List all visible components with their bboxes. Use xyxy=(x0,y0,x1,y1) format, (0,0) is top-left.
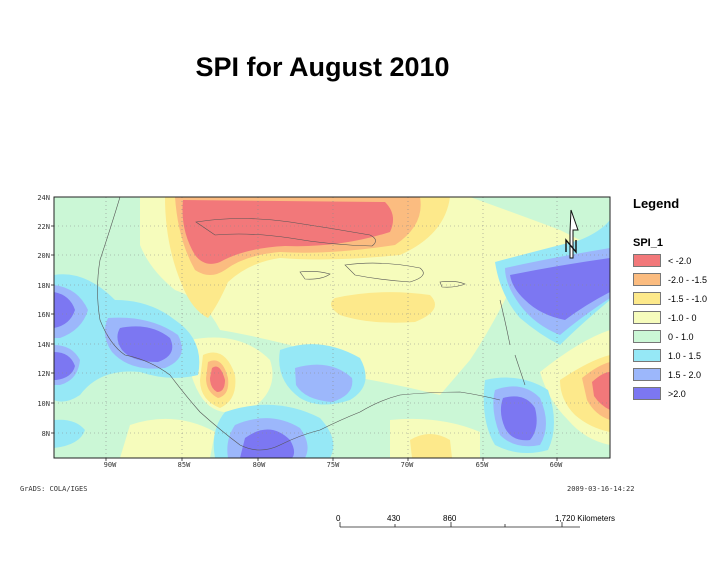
spi-zone-gt2 xyxy=(240,429,295,458)
north-arrow-icon xyxy=(565,209,579,259)
legend-item: -1.5 - -1.0 xyxy=(633,292,707,305)
legend-swatch xyxy=(633,292,661,305)
map-frame xyxy=(53,196,611,459)
scale-label: 430 xyxy=(387,514,401,523)
spi-zone-neg1-0 xyxy=(120,418,215,458)
coastlines xyxy=(97,197,526,451)
lon-ticks xyxy=(105,458,558,461)
legend-label: >2.0 xyxy=(668,388,686,399)
spi-zone-lt-neg2 xyxy=(592,372,610,410)
lon-label: 70W xyxy=(401,461,414,469)
timestamp-text: 2009-03-16-14:22 xyxy=(567,485,635,493)
legend-swatch xyxy=(633,311,661,324)
spi-zone-lt-neg2 xyxy=(210,366,225,392)
lat-label: 8N xyxy=(42,430,50,438)
legend-item: 1.0 - 1.5 xyxy=(633,349,701,362)
lat-label: 24N xyxy=(37,194,50,202)
legend-label: 1.0 - 1.5 xyxy=(668,350,702,361)
legend-label: 1.5 - 2.0 xyxy=(668,369,702,380)
lat-label: 18N xyxy=(37,282,50,290)
legend-item: 1.5 - 2.0 xyxy=(633,368,701,381)
lat-label: 20N xyxy=(37,252,50,260)
spi-zone-lt-neg2 xyxy=(182,200,394,264)
legend-label: -2.0 - -1.5 xyxy=(668,274,708,285)
credit-text: GrADS: COLA/IGES xyxy=(20,485,88,493)
lat-ticks xyxy=(51,225,54,434)
legend-swatch xyxy=(633,368,661,381)
spi-zone-gt2 xyxy=(54,352,75,380)
legend-label: < -2.0 xyxy=(668,255,692,266)
lon-label: 75W xyxy=(327,461,340,469)
scale-label: 1,720 Kilometers xyxy=(555,514,616,523)
legend-label: -1.0 - 0 xyxy=(668,312,697,323)
legend-swatch xyxy=(633,273,661,286)
spi-zone-neg15-neg1 xyxy=(331,292,435,323)
lat-label: 14N xyxy=(37,341,50,349)
lon-label: 60W xyxy=(550,461,563,469)
scale-label: 0 xyxy=(336,514,341,523)
spi-zone-gt2 xyxy=(510,258,610,320)
lon-label: 90W xyxy=(104,461,117,469)
legend-swatch xyxy=(633,254,661,267)
legend-swatch xyxy=(633,330,661,343)
lon-label: 80W xyxy=(253,461,266,469)
lat-label: 10N xyxy=(37,400,50,408)
spi-zone-gt2 xyxy=(117,326,173,362)
legend-item: -2.0 - -1.5 xyxy=(633,273,707,286)
spi-zone-gt2 xyxy=(500,396,537,441)
legend-item: < -2.0 xyxy=(633,254,691,267)
lon-axis: 90W 85W 80W 75W 70W 65W 60W xyxy=(104,461,563,469)
spi-zone-neg15-neg1 xyxy=(410,434,452,458)
scale-label: 860 xyxy=(443,514,457,523)
lat-axis: 24N 22N 20N 18N 16N 14N 12N 10N 8N xyxy=(37,194,50,438)
scale-bar xyxy=(339,522,580,528)
legend-item: -1.0 - 0 xyxy=(633,311,697,324)
legend-swatch xyxy=(633,387,661,400)
map-title: SPI for August 2010 xyxy=(195,52,450,82)
lon-label: 65W xyxy=(476,461,489,469)
spi-zone-gt2 xyxy=(54,292,75,328)
lat-label: 22N xyxy=(37,223,50,231)
spi-zone-15-2 xyxy=(295,364,353,402)
lat-label: 16N xyxy=(37,311,50,319)
legend-layer-name: SPI_1 xyxy=(633,237,663,249)
legend-swatch xyxy=(633,349,661,362)
legend-item: 0 - 1.0 xyxy=(633,330,694,343)
legend-label: -1.5 - -1.0 xyxy=(668,293,708,304)
legend-label: 0 - 1.0 xyxy=(668,331,694,342)
spi-zone-1-15 xyxy=(54,419,85,448)
graticule xyxy=(54,197,610,458)
lon-label: 85W xyxy=(178,461,191,469)
legend-title: Legend xyxy=(633,196,680,211)
lat-label: 12N xyxy=(37,370,50,378)
spi-field xyxy=(54,197,610,458)
legend-item: >2.0 xyxy=(633,387,686,400)
